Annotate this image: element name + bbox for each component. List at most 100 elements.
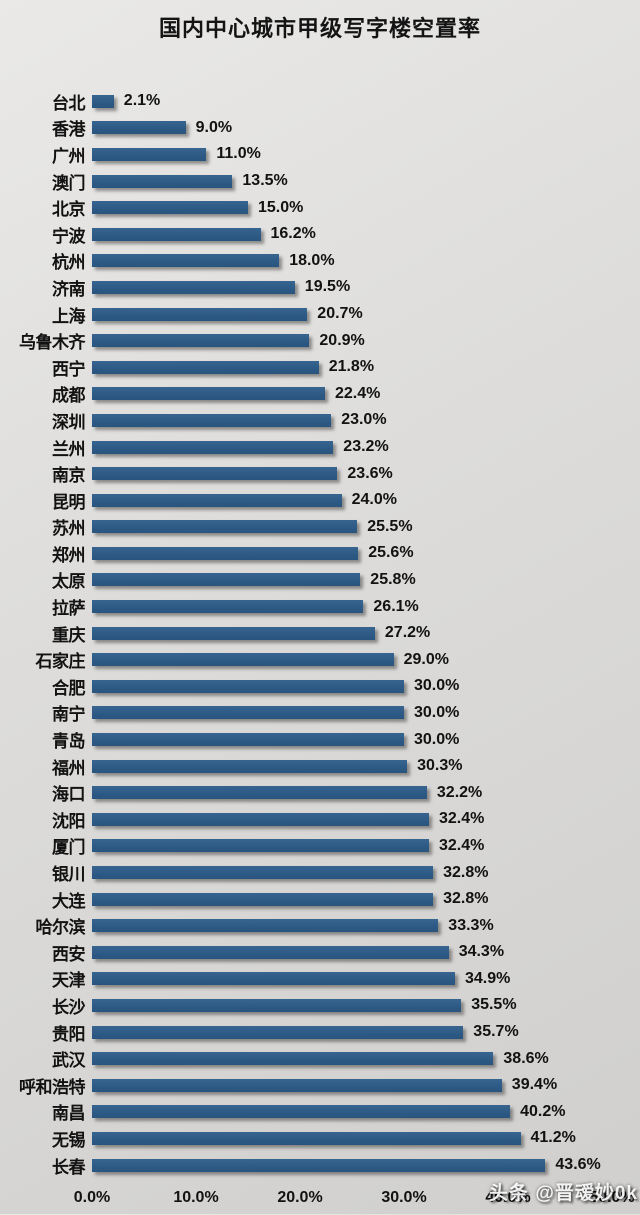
- vacancy-bar: [92, 972, 455, 986]
- city-label: 合肥: [52, 678, 86, 698]
- vacancy-bar: [92, 1025, 464, 1039]
- vacancy-bar: [92, 945, 449, 959]
- vacancy-bar: [92, 520, 358, 534]
- chart-row: 大连 32.8%: [0, 886, 640, 913]
- chart-row: 宁波 16.2%: [0, 221, 640, 248]
- value-label: 20.7%: [317, 305, 363, 323]
- city-label: 西宁: [52, 359, 86, 379]
- bar-track: 15.0%: [92, 199, 640, 217]
- vacancy-bar: [92, 653, 394, 667]
- city-label: 青岛: [52, 732, 86, 752]
- city-label: 呼和浩特: [19, 1077, 86, 1097]
- chart-row: 深圳 23.0%: [0, 407, 640, 434]
- bar-track: 32.4%: [92, 810, 640, 828]
- bar-track: 30.0%: [92, 704, 640, 722]
- bar-track: 23.0%: [92, 411, 640, 429]
- vacancy-bar: [92, 573, 361, 587]
- value-label: 39.4%: [511, 1076, 558, 1094]
- chart-row: 广州 11.0%: [0, 141, 640, 168]
- vacancy-bar: [92, 919, 439, 933]
- value-label: 25.6%: [368, 544, 414, 562]
- city-label: 重庆: [52, 625, 86, 645]
- chart-row: 上海 20.7%: [0, 301, 640, 328]
- value-label: 13.5%: [242, 172, 288, 190]
- city-label: 广州: [52, 146, 86, 166]
- value-label: 34.9%: [465, 969, 511, 987]
- chart-row: 无锡 41.2%: [0, 1125, 640, 1152]
- value-label: 32.4%: [439, 810, 485, 828]
- chart-row: 银川 32.8%: [0, 859, 640, 886]
- value-label: 9.0%: [195, 118, 233, 136]
- chart-row: 重庆 27.2%: [0, 620, 640, 647]
- vacancy-bar: [92, 467, 338, 481]
- city-label: 海口: [52, 785, 86, 805]
- value-label: 19.5%: [304, 278, 351, 296]
- value-label: 25.8%: [370, 570, 416, 588]
- chart-row: 济南 19.5%: [0, 274, 640, 301]
- city-label: 厦门: [52, 838, 86, 858]
- vacancy-bar: [92, 839, 429, 853]
- chart-row: 昆明 24.0%: [0, 487, 640, 514]
- bar-track: 39.4%: [92, 1076, 640, 1094]
- chart-row: 福州 30.3%: [0, 753, 640, 780]
- vacancy-bar: [92, 733, 404, 747]
- vacancy-bar: [92, 600, 364, 614]
- city-label: 长春: [52, 1157, 86, 1177]
- vacancy-bar: [92, 360, 319, 374]
- x-axis-tick: 20.0%: [277, 1189, 323, 1207]
- chart-row: 兰州 23.2%: [0, 434, 640, 461]
- bar-track: 35.5%: [92, 996, 640, 1014]
- value-label: 23.6%: [347, 464, 393, 482]
- value-label: 18.0%: [289, 251, 335, 269]
- value-label: 23.0%: [341, 411, 387, 429]
- chart-row: 太原 25.8%: [0, 567, 640, 594]
- city-label: 武汉: [52, 1051, 86, 1071]
- bar-track: 11.0%: [92, 145, 640, 163]
- chart-row: 苏州 25.5%: [0, 514, 640, 541]
- vacancy-bar: [92, 546, 359, 560]
- city-label: 南宁: [52, 705, 86, 725]
- vacancy-bar: [92, 679, 404, 693]
- chart-row: 哈尔滨 33.3%: [0, 912, 640, 939]
- bar-track: 25.5%: [92, 518, 640, 536]
- vacancy-bar: [92, 1105, 511, 1119]
- vacancy-bar: [92, 254, 280, 268]
- chart-row: 西安 34.3%: [0, 939, 640, 966]
- vacancy-bar: [92, 387, 325, 401]
- chart-row: 台北 2.1%: [0, 88, 640, 115]
- bar-track: 38.6%: [92, 1050, 640, 1068]
- chart-row: 长春 43.6%: [0, 1152, 640, 1179]
- x-axis-tick: 40.0%: [485, 1189, 531, 1207]
- city-label: 济南: [52, 279, 86, 299]
- chart-row: 长沙 35.5%: [0, 992, 640, 1019]
- city-label: 贵阳: [52, 1024, 86, 1044]
- value-label: 34.3%: [458, 943, 505, 961]
- vacancy-bar: [92, 147, 207, 161]
- chart-row: 南昌 40.2%: [0, 1099, 640, 1126]
- vacancy-bar: [92, 1052, 494, 1066]
- value-label: 30.0%: [414, 677, 460, 695]
- city-label: 兰州: [52, 439, 86, 459]
- value-label: 22.4%: [335, 384, 381, 402]
- city-label: 长沙: [52, 997, 86, 1017]
- vacancy-bar: [92, 892, 434, 906]
- city-label: 郑州: [52, 545, 86, 565]
- bar-track: 25.8%: [92, 571, 640, 589]
- city-label: 沈阳: [52, 811, 86, 831]
- chart-row: 合肥 30.0%: [0, 673, 640, 700]
- value-label: 26.1%: [373, 597, 419, 615]
- value-label: 35.7%: [473, 1023, 519, 1041]
- bar-track: 29.0%: [92, 651, 640, 669]
- bar-track: 23.2%: [92, 438, 640, 456]
- x-axis: 0.0% 10.0% 20.0% 30.0% 40.0% 50.0%: [74, 1187, 640, 1215]
- vacancy-bar: [92, 280, 295, 294]
- x-axis-tick: 0.0%: [73, 1189, 111, 1207]
- vacancy-bar: [92, 493, 342, 507]
- vacancy-bar: [92, 440, 334, 454]
- chart-row: 沈阳 32.4%: [0, 806, 640, 833]
- value-label: 15.0%: [258, 198, 304, 216]
- city-label: 苏州: [52, 519, 86, 539]
- vacancy-bar: [92, 413, 332, 427]
- bar-track: 20.7%: [92, 305, 640, 323]
